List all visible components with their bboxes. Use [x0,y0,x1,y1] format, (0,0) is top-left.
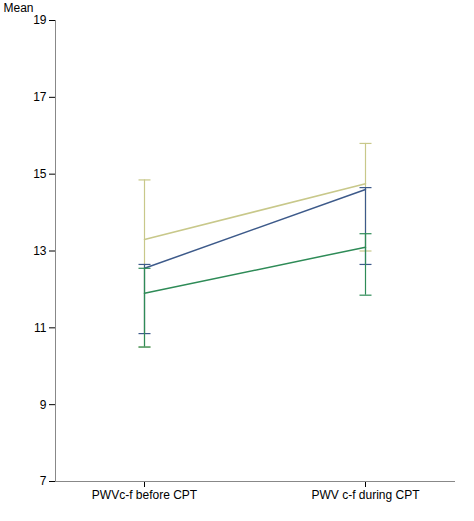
svg-text:19: 19 [33,13,47,27]
svg-text:17: 17 [33,90,47,104]
svg-text:11: 11 [34,321,47,335]
svg-text:PWVc-f before CPT: PWVc-f before CPT [92,488,198,502]
svg-text:15: 15 [33,167,47,181]
svg-text:9: 9 [40,398,47,412]
svg-text:PWV c-f during CPT: PWV c-f during CPT [311,488,420,502]
svg-text:13: 13 [33,244,47,258]
svg-text:Mean: Mean [4,1,34,15]
svg-text:7: 7 [40,474,47,488]
